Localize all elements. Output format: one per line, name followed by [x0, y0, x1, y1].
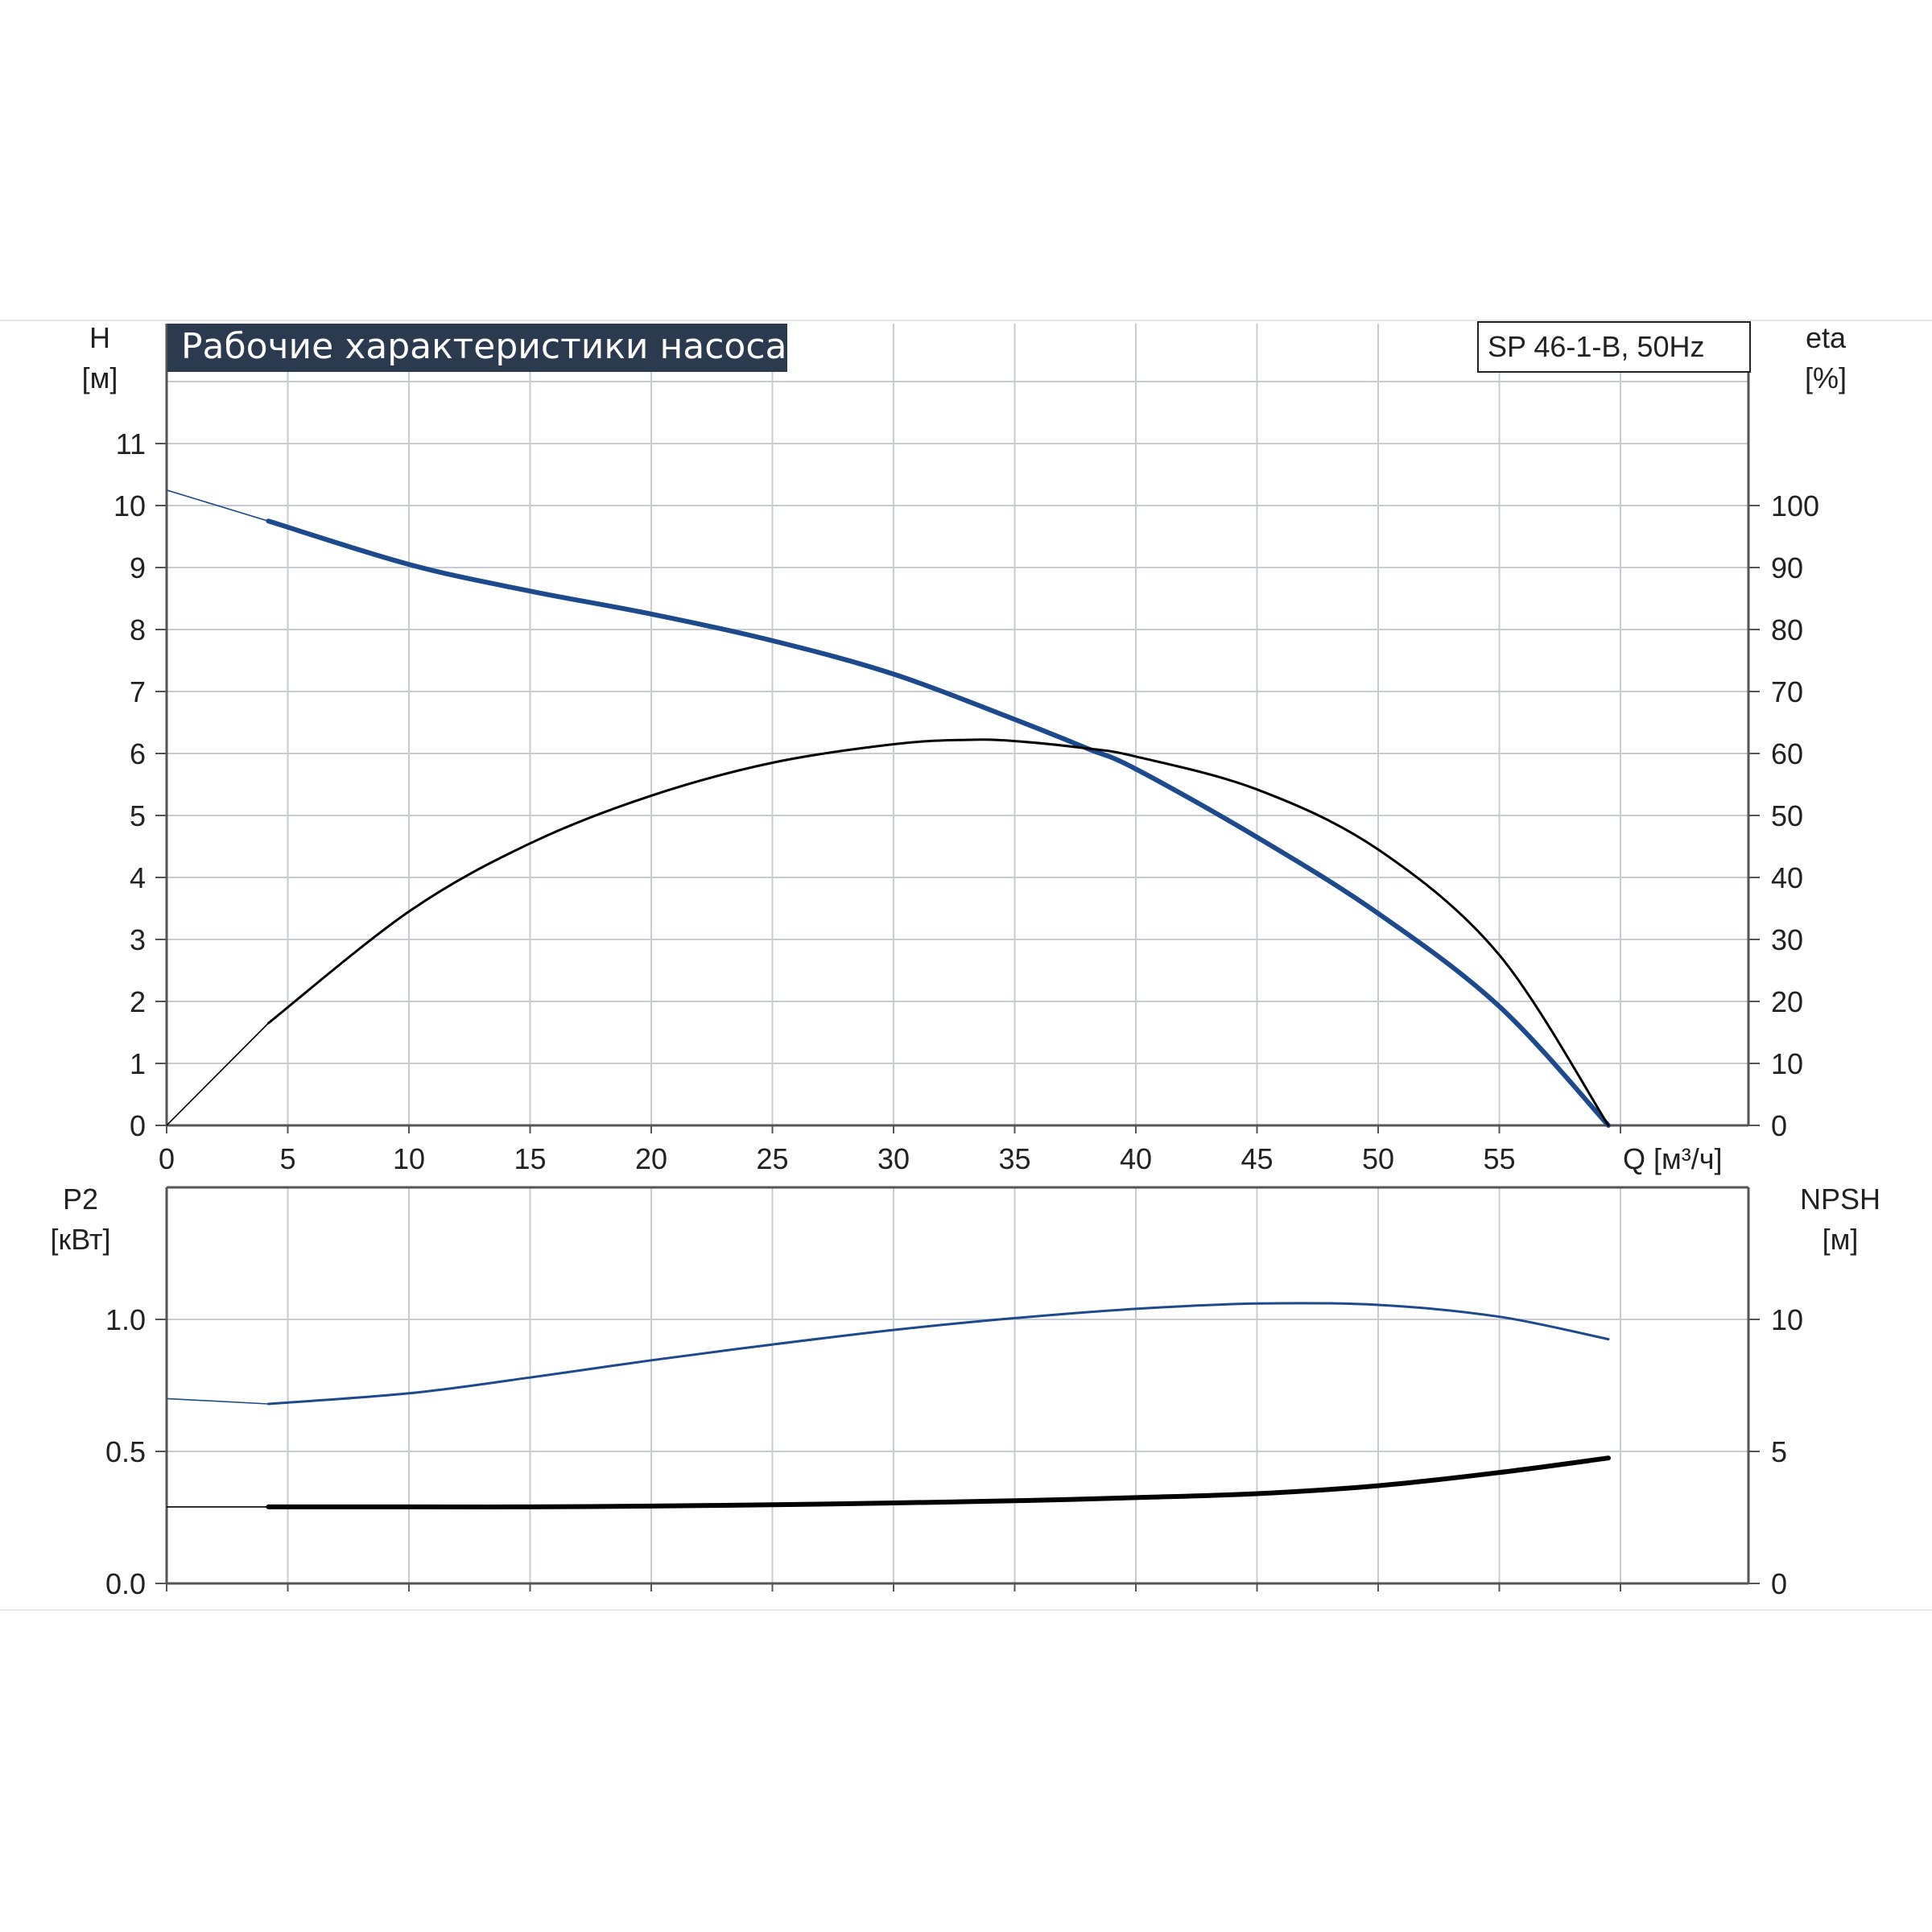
- bottom-panel-grid: [167, 1187, 1748, 1583]
- top-right-axis-unit: [%]: [1805, 361, 1847, 394]
- bottom-right-axis-name: NPSH: [1800, 1183, 1880, 1216]
- top-left-tick-label: 0: [130, 1109, 146, 1142]
- top-right-tick-label: 60: [1771, 737, 1803, 770]
- x-tick-label: 10: [393, 1142, 425, 1175]
- top-panel-grid: [167, 324, 1748, 1125]
- top-left-tick-label: 8: [130, 613, 146, 646]
- top-left-axis-name: H: [89, 321, 110, 354]
- bot-right-tick-label: 5: [1771, 1435, 1787, 1468]
- x-tick-label: 30: [877, 1142, 910, 1175]
- x-tick-label: 40: [1120, 1142, 1152, 1175]
- top-series-1-line: [266, 738, 1610, 1127]
- x-tick-label: 50: [1362, 1142, 1394, 1175]
- x-tick-label: 15: [514, 1142, 546, 1175]
- model-label: SP 46-1-B, 50Hz: [1488, 330, 1704, 363]
- model-label-box: [1477, 321, 1751, 373]
- top-series-0-lead: [166, 489, 269, 522]
- top-right-tick-label: 20: [1771, 985, 1803, 1018]
- top-series-1-lead: [166, 1022, 269, 1126]
- title-banner: [167, 324, 787, 372]
- top-series-0-line: [266, 518, 1611, 1128]
- bottom-left-axis-unit: [кВт]: [50, 1223, 110, 1256]
- top-left-tick-label: 11: [116, 427, 146, 460]
- top-left-tick-label: 6: [130, 737, 146, 770]
- top-left-axis-unit: [м]: [82, 361, 118, 394]
- bot-right-tick-label: 10: [1771, 1303, 1803, 1336]
- top-right-tick-label: 10: [1771, 1047, 1803, 1080]
- top-left-tick-label: 3: [130, 923, 146, 956]
- x-tick-label: 0: [159, 1142, 175, 1175]
- chart-title: Рабочие характеристики насоса: [181, 326, 786, 367]
- top-right-tick-label: 90: [1771, 551, 1803, 584]
- top-right-tick-label: 0: [1771, 1109, 1787, 1142]
- bot-left-tick-label: 0.5: [105, 1435, 146, 1468]
- x-tick-label: 5: [279, 1142, 295, 1175]
- bot-series-0-line: [266, 1302, 1610, 1406]
- top-panel-curves: [166, 489, 1611, 1128]
- top-left-tick-label: 9: [130, 551, 146, 584]
- top-left-tick-label: 4: [130, 861, 146, 894]
- top-panel-frame: [165, 324, 1750, 1127]
- bot-series-1-line: [266, 1455, 1611, 1509]
- bottom-panel-ticks: 0.0 0.5 1.0 0 5 10: [105, 1303, 1803, 1600]
- bot-right-tick-label: 0: [1771, 1567, 1787, 1600]
- x-tick-label: 35: [998, 1142, 1030, 1175]
- x-tick-label: 45: [1241, 1142, 1273, 1175]
- bot-left-tick-label: 0.0: [105, 1567, 146, 1600]
- top-left-tick-label: 5: [130, 799, 146, 832]
- x-axis-label: Q [м³/ч]: [1623, 1142, 1723, 1175]
- bottom-left-axis-name: P2: [63, 1183, 98, 1216]
- bot-left-tick-label: 1.0: [105, 1303, 146, 1336]
- bottom-panel-frame: [165, 1186, 1750, 1585]
- top-right-tick-label: 100: [1771, 489, 1819, 522]
- bottom-right-axis-unit: [м]: [1823, 1223, 1859, 1256]
- top-left-tick-label: 7: [130, 675, 146, 708]
- top-left-tick-label: 2: [130, 985, 146, 1018]
- top-right-tick-label: 50: [1771, 799, 1803, 832]
- top-right-tick-label: 80: [1771, 613, 1803, 646]
- top-left-tick-label: 10: [114, 489, 146, 522]
- x-tick-label: 55: [1483, 1142, 1515, 1175]
- top-right-tick-label: 40: [1771, 861, 1803, 894]
- top-right-tick-label: 30: [1771, 923, 1803, 956]
- top-right-tick-label: 70: [1771, 675, 1803, 708]
- top-left-tick-label: 1: [130, 1047, 146, 1080]
- bot-series-0-lead: [166, 1397, 269, 1405]
- bottom-panel-curves: [166, 1302, 1611, 1509]
- x-tick-label: 25: [756, 1142, 788, 1175]
- x-tick-label: 20: [635, 1142, 667, 1175]
- top-right-axis-name: eta: [1806, 321, 1847, 354]
